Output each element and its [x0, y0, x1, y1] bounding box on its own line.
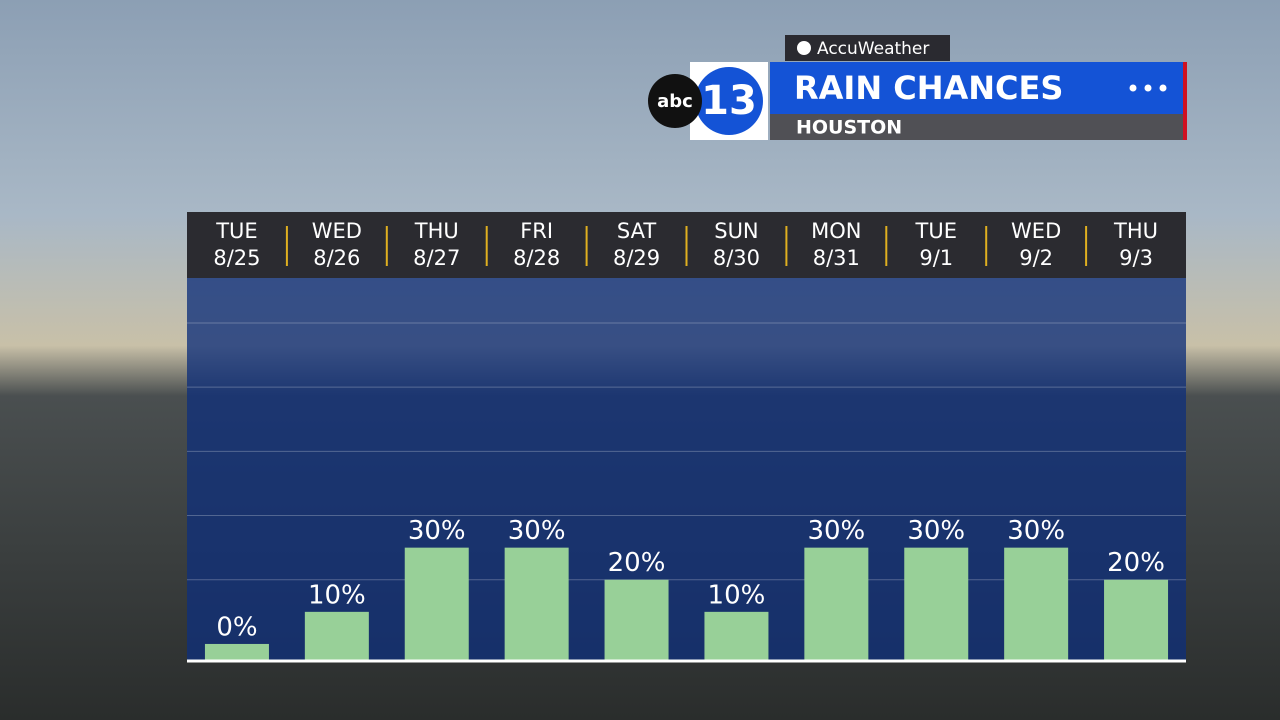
- value-label: 10%: [308, 580, 366, 610]
- x-tick-label: 8/28: [513, 246, 560, 270]
- logo-circle: [695, 67, 763, 135]
- x-tick-label: 8/29: [613, 246, 660, 270]
- x-tick-label: SUN: [714, 219, 758, 243]
- subtitle-bar: [770, 114, 1186, 140]
- logo-channel: 13: [701, 78, 757, 124]
- value-label: 30%: [907, 516, 965, 546]
- value-label: 30%: [1007, 516, 1065, 546]
- value-label: 30%: [807, 516, 865, 546]
- x-tick-label: THU: [414, 219, 459, 243]
- x-tick-label: 9/3: [1119, 246, 1153, 270]
- chart-subtitle: HOUSTON: [796, 117, 902, 139]
- x-tick-label: WED: [312, 219, 362, 243]
- x-tick-label: 8/30: [713, 246, 760, 270]
- bar: [1004, 547, 1069, 660]
- network-name: abc: [657, 91, 693, 112]
- provider-name: AccuWeather: [817, 39, 929, 59]
- x-tick-label: 9/1: [919, 246, 953, 270]
- bar: [304, 611, 369, 660]
- x-tick-label: FRI: [520, 219, 553, 243]
- bar: [904, 547, 969, 660]
- bar: [604, 579, 669, 660]
- chart-title: RAIN CHANCES: [794, 69, 1063, 107]
- value-label: 20%: [1107, 548, 1165, 578]
- x-tick-label: MON: [811, 219, 861, 243]
- value-label: 0%: [216, 612, 257, 642]
- value-label: 20%: [608, 548, 666, 578]
- x-tick-label: TUE: [915, 219, 957, 243]
- accent: [1183, 62, 1187, 140]
- x-tick-label: 8/27: [413, 246, 460, 270]
- x-tick-label: 8/25: [213, 246, 260, 270]
- network-circle: [648, 74, 702, 128]
- value-label: 10%: [708, 580, 766, 610]
- bar: [404, 547, 469, 660]
- bar: [804, 547, 869, 660]
- x-tick-label: WED: [1011, 219, 1061, 243]
- bar: [704, 611, 769, 660]
- bar: [1104, 579, 1169, 660]
- x-tick-label: THU: [1113, 219, 1158, 243]
- value-label: 30%: [508, 516, 566, 546]
- x-tick-label: 8/31: [813, 246, 860, 270]
- x-tick-label: TUE: [215, 219, 257, 243]
- bar: [504, 547, 569, 660]
- x-tick-label: SAT: [617, 219, 656, 243]
- title-bar: [770, 62, 1186, 114]
- x-tick-label: 8/26: [313, 246, 360, 270]
- provider-tag: [785, 35, 950, 61]
- value-label: 30%: [408, 516, 466, 546]
- provider-icon: [797, 41, 811, 55]
- bar: [204, 643, 269, 660]
- x-tick-label: 9/2: [1019, 246, 1053, 270]
- menu-dots: [1129, 84, 1167, 92]
